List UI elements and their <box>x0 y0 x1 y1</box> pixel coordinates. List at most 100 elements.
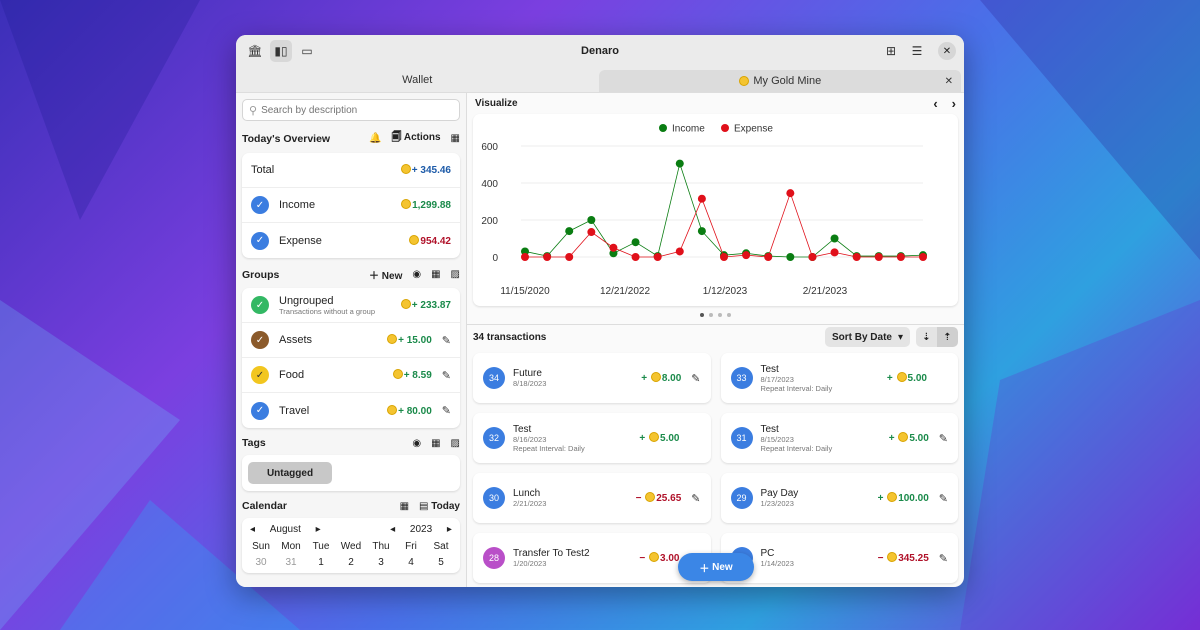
bank-icon[interactable]: 🏛 <box>247 44 263 58</box>
sort-descending-icon[interactable]: ⇡ <box>937 327 958 348</box>
transaction-card[interactable]: 32 Test 8/16/2023 Repeat Interval: Daily + 5… <box>473 413 711 463</box>
check-icon[interactable]: ✓ <box>251 366 269 384</box>
close-icon[interactable]: ✕ <box>938 42 956 60</box>
calendar-day[interactable]: 3 <box>378 557 384 568</box>
edit-icon[interactable]: ✎ <box>691 492 701 505</box>
coin-icon <box>887 492 898 502</box>
data-point <box>521 253 529 262</box>
edit-icon[interactable]: ✎ <box>441 334 451 347</box>
grid-off-icon[interactable]: ▨ <box>450 437 460 449</box>
calendar-day[interactable]: 31 <box>285 557 297 568</box>
tab-bar: Wallet My Gold Mine ✕ <box>236 67 964 93</box>
calendar-day[interactable]: 30 <box>255 557 267 568</box>
bell-icon[interactable]: 🔔 <box>369 133 382 144</box>
transaction-date: 1/14/2023 <box>760 559 794 568</box>
edit-icon[interactable]: ✎ <box>441 405 451 417</box>
data-point <box>587 216 596 225</box>
weekday: Sat <box>433 541 449 552</box>
group-row[interactable]: ✓ Ungrouped Transactions without a group… <box>242 288 460 323</box>
weekday: Thu <box>372 541 390 552</box>
edit-icon[interactable]: ✎ <box>441 369 451 382</box>
transaction-name: Test <box>760 363 779 375</box>
new-transaction-button[interactable]: ＋ New <box>678 553 754 581</box>
transaction-card[interactable]: 27PC1/14/2023− 345.25✎ <box>720 533 958 583</box>
transaction-card[interactable]: 31 Test 8/15/2023 Repeat Interval: Daily + 5… <box>720 413 958 463</box>
new-group-button[interactable]: ＋ New <box>369 271 403 282</box>
tab-my-gold-mine[interactable]: My Gold Mine ✕ <box>598 70 961 92</box>
grid-icon[interactable]: ▦ <box>450 133 460 144</box>
page-dot[interactable] <box>718 313 722 318</box>
transaction-id-badge: 28 <box>483 547 505 569</box>
transactions-grid: 34 Future 8/18/2023 + 8.00 ✎ 33 Test 8/17/2023 R… <box>467 349 964 587</box>
sort-ascending-icon[interactable]: ⇣ <box>916 327 937 348</box>
prev-year-icon[interactable]: ◂ <box>390 524 396 535</box>
tab-wallet[interactable]: Wallet <box>236 67 599 92</box>
untagged-tag-button[interactable]: Untagged <box>248 462 332 484</box>
grid-icon[interactable]: ▦ <box>431 269 441 280</box>
eye-off-icon[interactable]: ◉ <box>412 269 422 280</box>
tab-label: My Gold Mine <box>753 75 822 87</box>
transaction-amount: + 5.00 <box>639 432 680 444</box>
weekday: Tue <box>312 541 330 552</box>
eye-off-icon[interactable]: ◉ <box>412 437 422 449</box>
edit-icon[interactable]: ✎ <box>938 432 948 445</box>
x-tick-label: 2/21/2023 <box>803 286 848 297</box>
coin-icon <box>650 372 661 382</box>
check-icon[interactable]: ✓ <box>251 331 269 349</box>
sidebar-toggle-icon[interactable]: ▮▯ <box>270 40 292 62</box>
page-dot[interactable] <box>709 313 713 318</box>
calendar-day[interactable]: 4 <box>408 557 414 568</box>
check-icon[interactable]: ✓ <box>251 401 269 420</box>
transaction-amount: − 25.65 <box>635 492 682 504</box>
calendar-day[interactable]: 2 <box>348 557 354 568</box>
legend-label: Income <box>672 124 705 135</box>
today-button[interactable]: ▤ Today <box>419 500 460 512</box>
next-year-icon[interactable]: ▸ <box>446 524 452 535</box>
sort-dropdown[interactable]: Sort By Date ▾ <box>824 327 910 348</box>
expense-row[interactable]: ✓ Expense 954.42 <box>242 223 460 258</box>
overview-header: Today's Overview 🔔 🗐 Actions ▦ <box>242 130 460 147</box>
grid-icon[interactable]: ▦ <box>431 437 441 449</box>
next-month-icon[interactable]: ▸ <box>315 524 321 535</box>
page-dot[interactable] <box>727 313 731 318</box>
calendar-grid: Sun Mon Tue Wed Thu Fri Sat 30 31 1 2 3 … <box>242 541 460 573</box>
sort-label: Sort By Date <box>831 331 892 343</box>
edit-icon[interactable]: ✎ <box>938 492 948 505</box>
edit-icon[interactable]: ✎ <box>691 372 701 385</box>
chevron-right-icon[interactable]: › <box>951 96 956 112</box>
search-box[interactable]: ⚲ <box>242 99 460 121</box>
chevron-left-icon[interactable]: ‹ <box>933 96 938 112</box>
group-row[interactable]: ✓ Travel + 80.00 ✎ <box>242 393 460 428</box>
actions-button[interactable]: 🗐 Actions <box>391 132 441 143</box>
search-input[interactable] <box>261 104 442 116</box>
legend-label: Expense <box>734 124 773 135</box>
transaction-card[interactable]: 34 Future 8/18/2023 + 8.00 ✎ <box>473 353 711 403</box>
menu-icon[interactable]: ☰ <box>911 44 923 58</box>
transaction-card[interactable]: 28 Transfer To Test2 1/20/2023 − 3.00 <box>473 533 711 583</box>
prev-month-icon[interactable]: ◂ <box>250 524 256 535</box>
calendar-day[interactable]: 1 <box>318 557 324 568</box>
tags-header: Tags ◉ ▦ ▨ <box>242 437 460 449</box>
calendar-icon[interactable]: ▦ <box>399 500 410 512</box>
grid-off-icon[interactable]: ▨ <box>450 269 460 280</box>
group-row[interactable]: ✓ Assets + 15.00 ✎ <box>242 323 460 358</box>
page-dot[interactable] <box>700 313 704 318</box>
month-label: August <box>269 524 301 535</box>
edit-icon[interactable]: ✎ <box>938 552 948 565</box>
line-chart: Income Expense 600 400 200 0 11/15/2020 12/21/2… <box>481 124 927 297</box>
income-row[interactable]: ✓ Income 1,299.88 <box>242 188 460 223</box>
calendar-day[interactable]: 5 <box>438 557 444 568</box>
window-icon[interactable]: ▭ <box>301 44 313 58</box>
group-name: Food <box>279 369 305 381</box>
total-value: + 345.46 <box>400 164 451 176</box>
tab-close-icon[interactable]: ✕ <box>944 75 953 87</box>
transaction-card[interactable]: 29 Pay Day 1/23/2023 + 100.00 ✎ <box>720 473 958 523</box>
group-value: + 233.87 <box>400 299 451 311</box>
check-icon[interactable]: ✓ <box>251 231 269 250</box>
graph-icon[interactable]: ⊞ <box>885 44 897 58</box>
transaction-card[interactable]: 30 Lunch 2/21/2023 − 25.65 ✎ <box>473 473 711 523</box>
transaction-card[interactable]: 33 Test 8/17/2023 Repeat Interval: Daily + 5… <box>720 353 958 403</box>
check-icon[interactable]: ✓ <box>251 196 269 214</box>
check-icon[interactable]: ✓ <box>251 296 269 314</box>
group-row[interactable]: ✓ Food + 8.59 ✎ <box>242 358 460 393</box>
